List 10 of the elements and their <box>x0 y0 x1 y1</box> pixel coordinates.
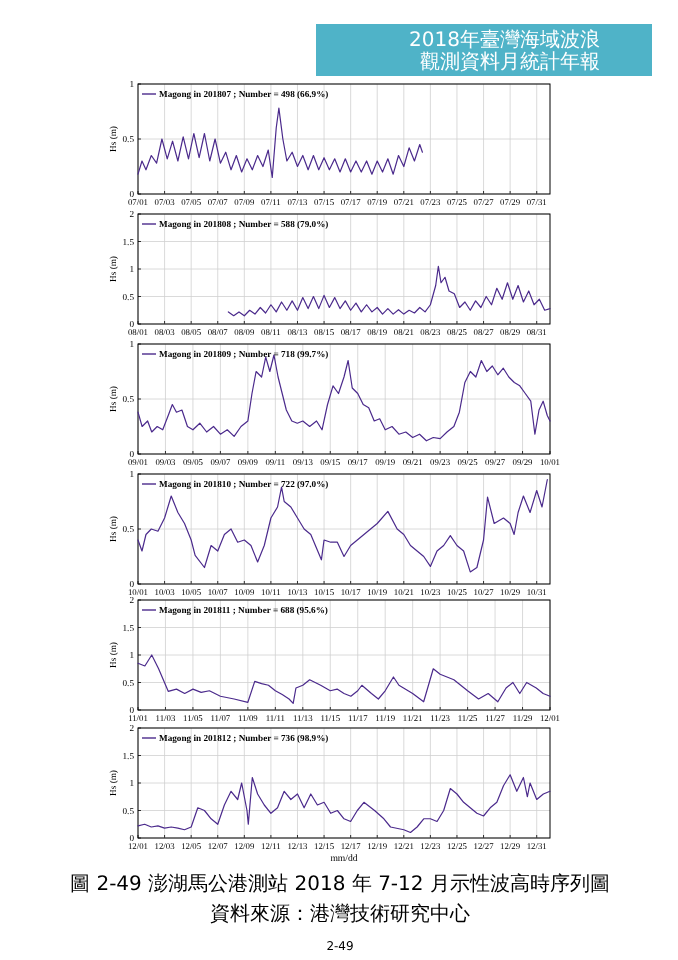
line-series <box>137 654 551 704</box>
text: 觀測資料月統計年報 <box>420 50 600 74</box>
caption: 圖 2-49 澎湖馬公港測站 2018 年 7-12 月示性波高時序列圖 <box>70 872 610 896</box>
text: 2018年臺灣海域波浪 <box>409 28 600 52</box>
line-series <box>137 478 548 573</box>
line-series <box>137 354 551 442</box>
line-series <box>137 107 424 179</box>
line-series <box>137 774 551 834</box>
source-note: 資料來源：港灣技術研究中心 <box>210 902 470 926</box>
line-series <box>227 265 551 317</box>
